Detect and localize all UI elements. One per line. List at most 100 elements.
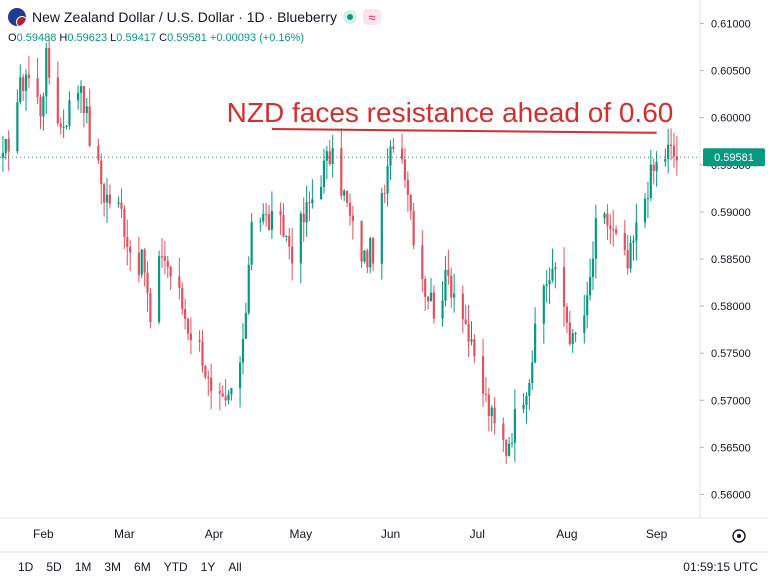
timeframe-1d[interactable]: 1D	[18, 560, 34, 574]
symbol-title[interactable]: New Zealand Dollar / U.S. Dollar · 1D · …	[32, 9, 337, 25]
candle-body	[340, 148, 343, 196]
settings-gear-icon	[732, 529, 746, 543]
candle-body	[221, 393, 224, 397]
candle-body	[450, 275, 453, 298]
timeframe-all[interactable]: All	[228, 560, 242, 574]
candle-body	[117, 202, 120, 204]
candle-body	[108, 194, 112, 204]
candle-body	[502, 423, 505, 440]
y-tick-label: 0.60000	[711, 113, 751, 125]
chart-header: New Zealand Dollar / U.S. Dollar · 1D · …	[8, 6, 381, 28]
candle-body	[267, 214, 271, 230]
candle-body	[467, 323, 470, 342]
candle-body	[224, 396, 227, 401]
timeframe-1y[interactable]: 1Y	[200, 560, 216, 574]
candle-body	[48, 48, 51, 78]
candle-body	[22, 77, 25, 91]
x-tick-label: Feb	[33, 527, 54, 541]
candle-body	[591, 258, 595, 278]
candle-body	[655, 161, 658, 171]
candle-body	[56, 77, 59, 124]
candle-body	[1, 153, 4, 158]
y-tick-label: 0.56500	[711, 442, 751, 454]
high-label: H	[59, 32, 68, 44]
candle-body	[140, 249, 143, 275]
candle-body	[392, 146, 395, 149]
candle-body	[291, 246, 294, 264]
x-tick-label: Sep	[646, 527, 668, 541]
candle-body	[244, 312, 247, 339]
candle-body	[493, 407, 496, 424]
candle-body	[241, 338, 245, 363]
candle-body	[262, 214, 265, 222]
candle-body	[201, 341, 204, 366]
y-tick-label: 0.57500	[711, 348, 751, 360]
market-open-dot-icon[interactable]	[343, 10, 357, 24]
candle-body	[279, 210, 282, 216]
candle-body	[510, 442, 514, 444]
timeframe-6m[interactable]: 6M	[134, 560, 151, 574]
candle-body	[160, 256, 164, 258]
candle-body	[444, 269, 447, 301]
wave-indicator-icon[interactable]: ≈	[363, 9, 381, 25]
low-label: L	[110, 32, 117, 44]
candle-body	[603, 213, 606, 219]
candle-body	[470, 339, 473, 342]
candle-body	[406, 179, 409, 195]
utc-clock[interactable]: 01:59:15 UTC	[683, 560, 758, 574]
candle-body	[447, 269, 450, 276]
candle-body	[39, 97, 42, 117]
candle-body	[531, 362, 534, 383]
candle-body	[285, 235, 288, 237]
candle-body	[62, 127, 65, 129]
candle-body	[42, 96, 45, 117]
candle-body	[247, 264, 250, 313]
candle-body	[453, 293, 456, 298]
timeframe-1m[interactable]: 1M	[74, 560, 92, 574]
candle-body	[386, 165, 389, 194]
candle-body	[79, 86, 83, 93]
candle-body	[123, 208, 126, 237]
candle-body	[88, 106, 91, 146]
candle-body	[586, 295, 589, 316]
candle-body	[7, 138, 10, 152]
candle-body	[129, 246, 132, 253]
resistance-line	[271, 128, 657, 134]
candle-body	[178, 276, 181, 288]
candle-body	[76, 92, 80, 101]
x-tick-label: Apr	[205, 527, 224, 541]
candle-body	[429, 292, 433, 302]
candle-body	[507, 443, 511, 456]
candle-body	[157, 256, 161, 323]
candle-body	[403, 159, 407, 180]
candle-body	[189, 333, 193, 341]
close-value: 0.59581	[167, 32, 207, 44]
timeframe-3m[interactable]: 3M	[104, 560, 122, 574]
candle-body	[186, 318, 190, 334]
candle-body	[635, 222, 638, 241]
candle-body	[623, 233, 626, 251]
candle-body	[609, 225, 612, 230]
candle-body	[534, 323, 537, 363]
candle-body	[409, 194, 412, 211]
candle-body	[649, 164, 652, 198]
candle-body	[265, 214, 268, 216]
candle-body	[137, 252, 140, 275]
candle-body	[299, 213, 302, 264]
timeframe-5d[interactable]: 5D	[46, 560, 62, 574]
candle-body	[259, 221, 262, 223]
candle-body	[184, 309, 187, 319]
candle-body	[588, 277, 592, 296]
candle-body	[68, 100, 71, 126]
candle-body	[464, 319, 467, 324]
candle-body	[594, 218, 597, 259]
timeframe-ytd[interactable]: YTD	[163, 560, 188, 574]
candle-body	[629, 242, 632, 269]
candle-body	[230, 388, 233, 395]
candle-body	[646, 197, 650, 199]
candle-body	[149, 292, 152, 323]
candle-body	[441, 300, 444, 319]
x-tick-label: May	[289, 527, 312, 541]
candle-body	[65, 125, 68, 128]
